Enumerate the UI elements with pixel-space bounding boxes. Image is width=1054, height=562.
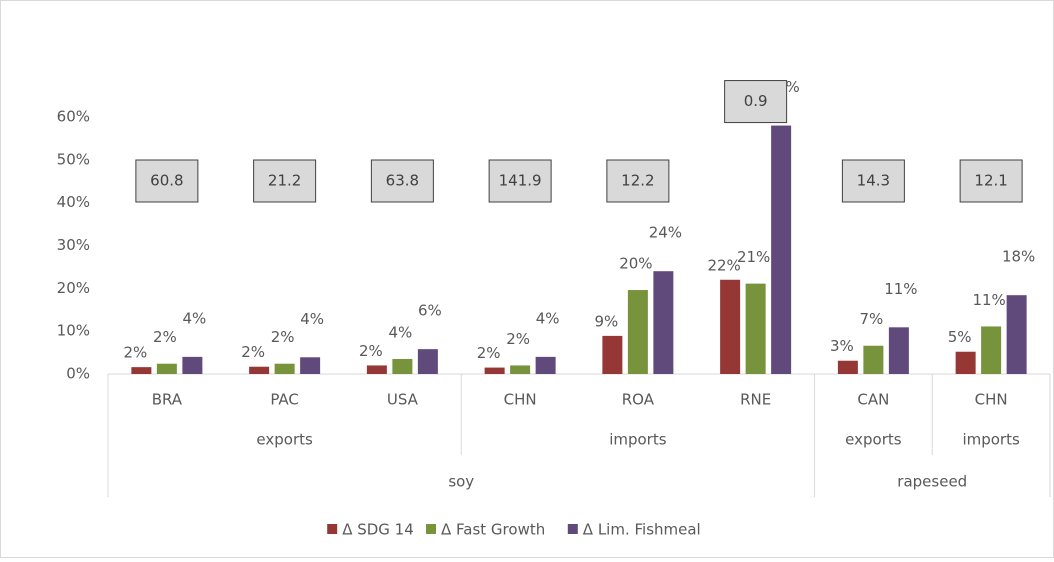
bar <box>1006 295 1027 374</box>
annotation-box <box>841 159 905 203</box>
bar <box>981 326 1002 374</box>
x-tick-label: USA <box>387 391 419 409</box>
bar <box>156 363 177 374</box>
data-label: 21% <box>737 248 770 266</box>
data-label: 2% <box>241 343 265 361</box>
annotation-label: 21.2 <box>268 172 301 190</box>
data-label: 9% <box>594 312 618 330</box>
legend-swatch <box>327 524 338 534</box>
data-label: 20% <box>619 255 652 273</box>
data-label: 5% <box>948 328 972 346</box>
data-label: 18% <box>1002 248 1035 266</box>
annotation-label: 14.3 <box>857 172 890 190</box>
bar <box>392 359 413 374</box>
bar <box>417 349 438 374</box>
legend-swatch <box>426 524 436 534</box>
data-label: 24% <box>649 224 682 242</box>
x-tick-label: PAC <box>270 391 299 409</box>
bar <box>131 367 152 374</box>
data-label: 2% <box>271 328 295 346</box>
bar <box>653 271 674 374</box>
y-tick-label: 30% <box>57 236 90 254</box>
bar <box>510 365 531 374</box>
y-tick-label: 20% <box>57 279 90 297</box>
data-label: 11% <box>884 280 917 298</box>
data-label: 4% <box>300 310 324 328</box>
bar <box>863 345 884 374</box>
x-tick-label: BRA <box>152 391 183 409</box>
data-label: 4% <box>182 309 206 327</box>
annotation-label: 141.9 <box>499 172 542 190</box>
group-label: rapeseed <box>897 473 967 491</box>
annotation-box <box>959 159 1023 203</box>
annotation-box <box>724 80 788 124</box>
annotation-box <box>253 159 317 203</box>
x-tick-label: RNE <box>740 391 771 409</box>
group-label: soy <box>448 473 474 491</box>
data-label: 4% <box>388 324 412 342</box>
legend-label: Δ Lim. Fishmeal <box>583 521 701 539</box>
bar <box>627 290 648 374</box>
data-label: 2% <box>506 330 530 348</box>
annotation-label: 12.1 <box>974 172 1007 190</box>
bar <box>274 363 295 374</box>
group-label: exports <box>845 431 902 449</box>
x-tick-label: CAN <box>857 391 889 409</box>
data-label: 2% <box>359 342 383 360</box>
bar <box>484 367 505 374</box>
x-tick-label: CHN <box>504 391 537 409</box>
annotation-label: 60.8 <box>150 172 183 190</box>
bar <box>602 335 623 374</box>
legend-swatch <box>567 524 578 534</box>
data-label: 3% <box>830 337 854 355</box>
y-tick-label: 50% <box>57 150 90 168</box>
bar <box>745 283 766 374</box>
data-label: 11% <box>972 291 1005 309</box>
bar <box>249 366 270 374</box>
y-tick-label: 0% <box>66 365 90 383</box>
data-label: 4% <box>536 309 560 327</box>
group-label: imports <box>962 431 1020 449</box>
legend-label: Δ SDG 14 <box>342 521 414 539</box>
annotation-box <box>488 159 552 203</box>
annotation-label: 63.8 <box>386 172 419 190</box>
data-label: 6% <box>418 302 442 320</box>
group-label: imports <box>609 431 667 449</box>
bar <box>366 365 387 374</box>
annotation-box <box>370 159 434 203</box>
y-tick-label: 40% <box>57 193 90 211</box>
annotation-box <box>135 159 199 203</box>
bar <box>888 327 909 374</box>
x-tick-label: ROA <box>622 391 655 409</box>
bar <box>535 356 556 374</box>
x-tick-label: CHN <box>975 391 1008 409</box>
y-tick-label: 10% <box>57 322 90 340</box>
bar <box>720 279 741 374</box>
y-tick-label: 60% <box>57 108 90 126</box>
annotation-label: 12.2 <box>621 172 654 190</box>
annotation-label: 0.9 <box>744 92 768 110</box>
data-label: 2% <box>477 344 501 362</box>
data-label: 2% <box>123 344 147 362</box>
annotation-box <box>606 159 670 203</box>
bar <box>300 357 321 374</box>
data-label: 7% <box>859 310 883 328</box>
data-label: 22% <box>707 256 740 274</box>
bar <box>182 356 203 374</box>
bar <box>771 125 792 374</box>
data-label: 2% <box>153 328 177 346</box>
bar <box>955 351 976 374</box>
group-label: exports <box>256 431 313 449</box>
legend-label: Δ Fast Growth <box>441 521 545 539</box>
bar <box>837 360 858 374</box>
